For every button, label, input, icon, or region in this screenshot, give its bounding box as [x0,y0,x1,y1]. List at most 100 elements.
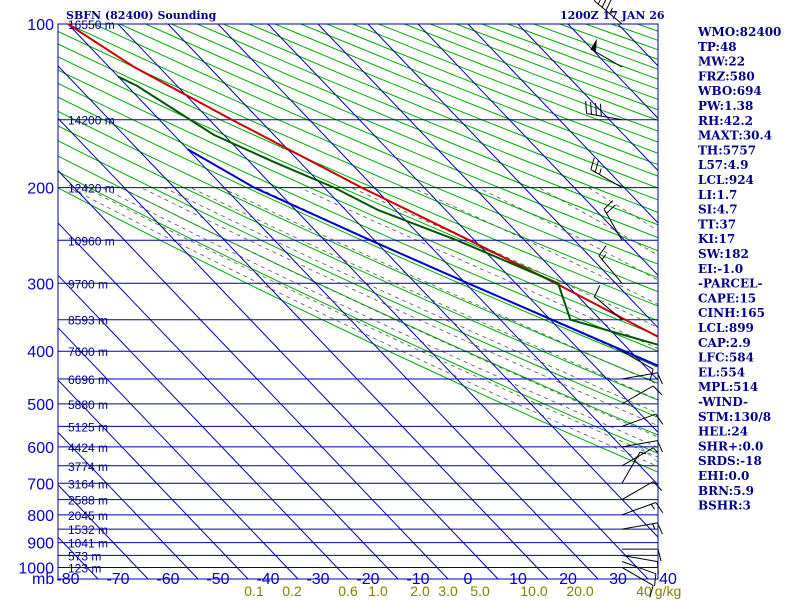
height-label: 14200 m [68,114,115,128]
pressure-tick-label: 200 [27,181,54,198]
stat-line: L57:4.9 [698,158,748,172]
wind-barb [621,567,654,598]
mixing-ratio-label: 0.1 [244,583,264,599]
isotherm [217,24,658,486]
wind-barb [621,440,663,453]
dry-adiabat [58,96,658,368]
isotherm [267,24,658,434]
pressure-tick-label: 500 [27,397,54,414]
temperature-tick-label: -10 [406,571,429,588]
temperature-tick-label: -40 [256,571,279,588]
dry-adiabats [58,24,658,473]
temperature-tick-label: 30 [609,571,627,588]
temperature-tick-label: 10 [509,571,527,588]
dry-adiabat [58,110,658,384]
height-label: 3164 m [68,477,108,491]
dry-adiabat [58,43,658,307]
dry-adiabat [58,140,658,418]
wind-barb [598,245,623,284]
dry-adiabat [585,24,658,51]
stats-panel: WMO:82400TP:48MW:22FRZ:580WBO:694PW:1.38… [697,25,781,513]
height-label: 9700 m [68,277,108,291]
mixing-ratio-label: 5.0 [470,583,490,599]
isotherm [58,484,149,579]
wind-barb [621,385,663,405]
x-axis-label: mb [32,571,54,588]
wind-barb [621,413,664,427]
isotherm [417,24,658,277]
stat-line: SW:182 [698,247,749,261]
moist-adiabat [69,187,658,467]
temperature-tick-label: -20 [356,571,379,588]
temperature-line [67,24,658,338]
height-label: 2588 m [68,494,108,508]
height-label: 3774 m [68,460,108,474]
temperature-tick-label: 0 [464,571,473,588]
plot-frame [57,23,659,580]
height-label: 573 m [68,549,101,563]
stat-line: EI:-1.0 [698,262,743,276]
dry-adiabat [67,24,658,279]
wind-barb [621,481,663,501]
stat-line: EL:554 [698,365,745,379]
moist-adiabat [587,187,658,232]
stat-line: MW:22 [698,55,745,69]
pressure-tick-label: 300 [27,276,54,293]
dry-adiabat [93,24,658,265]
mixing-ratio-label: 0.6 [338,583,358,599]
dry-adiabat [58,187,658,473]
stat-line: EHI:0.0 [698,469,749,483]
pressure-tick-label: 600 [27,440,54,457]
mixing-ratio-label: 20.0 [566,583,593,599]
wind-barb [590,38,623,68]
wind-barbs [585,0,664,598]
isotherm [567,24,658,119]
isotherm [58,431,199,579]
chart-title: SBFN (82400) Sounding [66,9,217,22]
mixing-ratio-label: 1.0 [368,583,388,599]
stat-line: BSHR:3 [698,499,751,513]
wind-barb [621,350,654,382]
moist-adiabat [120,187,658,438]
stat-line: SI:4.7 [698,203,738,217]
isotherm [317,24,658,381]
mixing-ratio-label: 40 [636,583,652,599]
stat-line: CAPE:15 [698,291,756,305]
dry-adiabat [119,24,658,252]
stat-line: MPL:514 [698,380,758,394]
isotherm [58,117,499,579]
stat-line: WMO:82400 [697,25,781,39]
stat-line: -PARCEL- [698,277,763,291]
dry-adiabat [58,125,658,401]
stat-line: LCL:924 [698,173,754,187]
pressure-tick-label: 400 [27,344,54,361]
moist-adiabat [190,187,658,401]
stat-line: STM:130/8 [698,410,771,424]
moist-adiabat [84,187,658,458]
isotherm [67,24,599,579]
height-label: 5125 m [68,420,108,434]
dry-adiabat [58,69,658,337]
temperature-tick-label: -60 [156,571,179,588]
wind-barb [585,101,623,121]
isotherm [58,222,399,579]
isotherm [117,24,649,579]
pressure-tick-label: 800 [27,508,54,525]
wind-barb [590,157,623,189]
height-label: 2045 m [68,509,108,523]
height-label: 7600 m [68,345,108,359]
wind-barb [621,554,659,575]
wind-barb [622,548,662,562]
dry-adiabat [507,24,658,80]
stat-line: -WIND- [698,395,748,409]
height-label: 6696 m [68,373,108,387]
isotherm [467,24,658,224]
stat-line: SRDS:-18 [698,454,762,468]
height-label: 123 m [68,561,101,575]
mixing-ratio-label: g/kg [655,583,681,599]
isotherms [58,24,658,579]
stat-line: HEL:24 [698,425,748,439]
pressure-tick-label: 1000 [18,560,54,577]
wind-barb [593,0,623,25]
